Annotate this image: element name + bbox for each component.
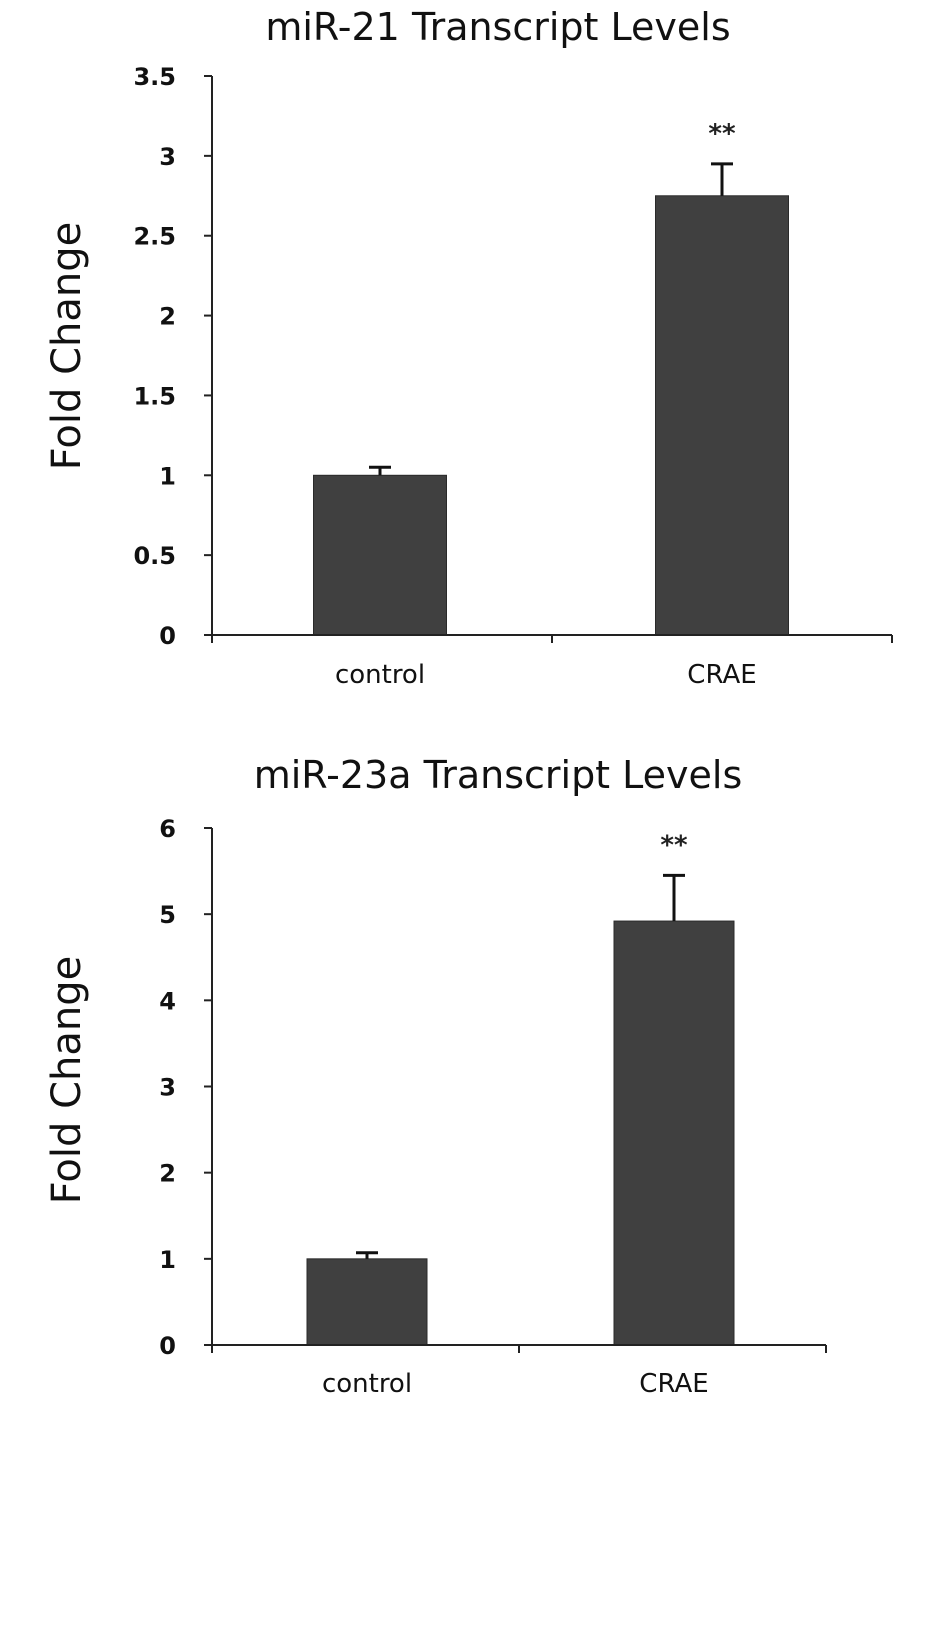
y-ticks: 0 0.5 1 1.5 2 2.5 3 3.5 [133,63,212,650]
error-bar [356,1251,378,1259]
y-tick-label: 3 [159,1074,176,1102]
category-label-crae: CRAE [687,660,756,690]
category-label-crae: CRAE [639,1369,708,1399]
bar-crae [613,920,735,1346]
category-label-control: control [322,1369,412,1399]
chart-title: miR-23a Transcript Levels [254,753,743,797]
bar-control [313,474,447,636]
y-tick-label: 0 [159,1332,176,1360]
chart-title: miR-21 Transcript Levels [265,5,730,49]
chart-mir23a: miR-23a Transcript Levels Fold Change 0 1… [44,753,827,1399]
y-ticks: 0 1 2 3 4 5 6 [159,815,212,1360]
y-tick-label: 2 [159,303,176,331]
y-tick-label: 1.5 [133,382,176,410]
y-tick-label: 0 [159,622,176,650]
category-label-control: control [335,660,425,690]
y-tick-label: 0.5 [133,542,176,570]
bars: ** [306,830,735,1346]
chart-mir21: miR-21 Transcript Levels Fold Change 0 0.… [44,5,893,690]
y-tick-label: 2.5 [133,223,176,251]
bars: ** [313,119,789,636]
y-tick-label: 3.5 [133,63,176,91]
y-axis-label: Fold Change [44,222,90,470]
y-tick-label: 2 [159,1160,176,1188]
significance-label: ** [660,830,688,860]
y-tick-label: 6 [159,815,176,843]
error-bar [711,162,733,196]
error-bar [663,873,685,922]
bar-crae [655,195,789,636]
y-tick-label: 3 [159,143,176,171]
y-axis-label: Fold Change [44,956,90,1204]
significance-label: ** [708,119,736,149]
y-tick-label: 5 [159,901,176,929]
bar-control [306,1258,428,1346]
y-tick-label: 1 [159,1246,176,1274]
error-bar [369,465,391,476]
y-tick-label: 4 [159,987,176,1015]
y-tick-label: 1 [159,462,176,490]
